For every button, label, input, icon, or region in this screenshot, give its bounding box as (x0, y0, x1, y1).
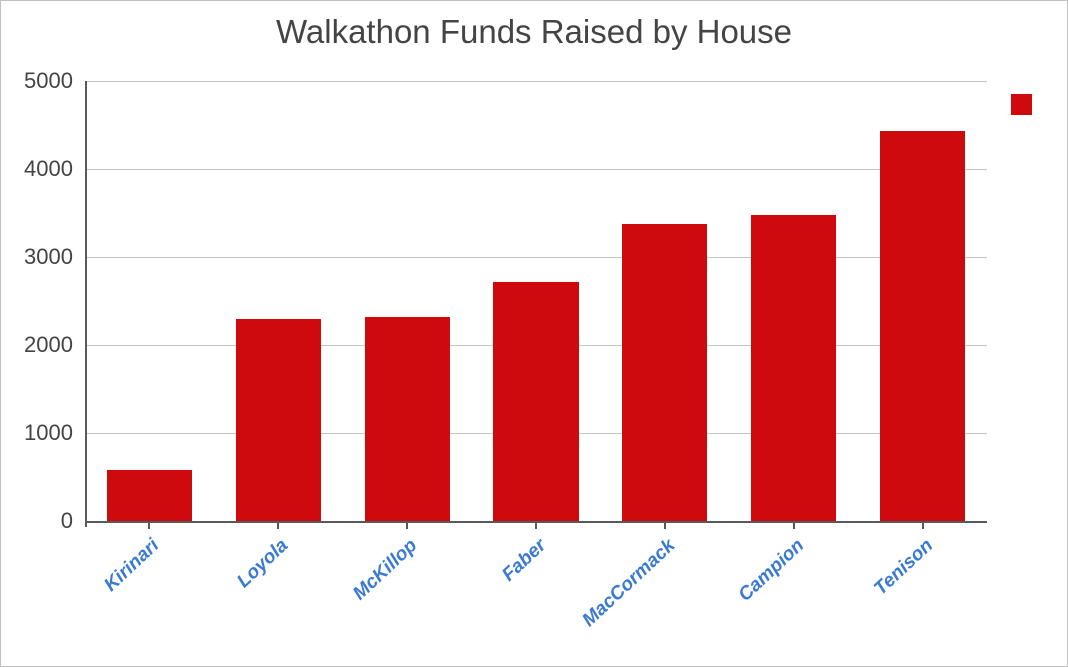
x-category-label: Faber (498, 535, 551, 586)
x-tick (535, 523, 537, 529)
x-category-label: Campion (734, 535, 808, 607)
x-category-label: McKillop (349, 535, 422, 605)
bar (107, 470, 192, 521)
plot-area (85, 81, 987, 521)
x-tick (664, 523, 666, 529)
bar (751, 215, 836, 521)
gridline (85, 81, 987, 82)
bar (622, 224, 707, 521)
x-category-label: Tenison (870, 535, 938, 600)
chart-title: Walkathon Funds Raised by House (1, 13, 1067, 51)
y-axis (85, 81, 87, 527)
chart-frame: Walkathon Funds Raised by House 0 1000 200… (0, 0, 1068, 667)
y-tick-label: 2000 (1, 332, 73, 358)
y-tick-label: 1000 (1, 420, 73, 446)
x-tick (922, 523, 924, 529)
bar (493, 282, 578, 521)
x-tick (148, 523, 150, 529)
gridline (85, 257, 987, 258)
bar (880, 131, 965, 521)
gridline (85, 169, 987, 170)
y-tick-label: 0 (1, 508, 73, 534)
x-tick (277, 523, 279, 529)
y-tick-label: 5000 (1, 68, 73, 94)
bar (236, 319, 321, 521)
bar (365, 317, 450, 521)
x-tick (406, 523, 408, 529)
x-category-label: Kirinari (101, 535, 165, 596)
y-tick-label: 3000 (1, 244, 73, 270)
legend-swatch (1011, 94, 1032, 115)
x-tick (793, 523, 795, 529)
y-tick-label: 4000 (1, 156, 73, 182)
x-category-label: MacCormack (578, 535, 680, 632)
x-category-label: Loyola (233, 535, 293, 593)
